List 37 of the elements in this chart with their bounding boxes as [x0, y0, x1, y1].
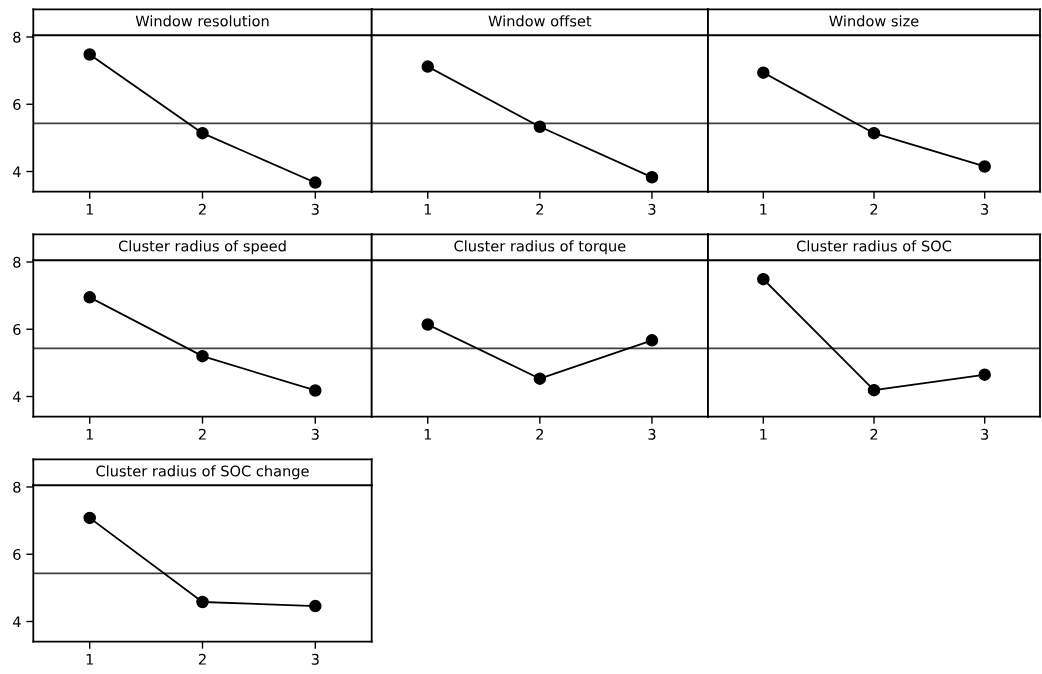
- x-tick-label: 3: [981, 203, 989, 215]
- y-tick-label: 6: [13, 548, 21, 560]
- x-tick-label: 3: [311, 653, 319, 665]
- x-tick-label: 1: [760, 428, 767, 440]
- x-tick-label: 1: [86, 653, 93, 665]
- x-tick-label: 2: [198, 203, 206, 215]
- x-tick-label: 3: [648, 203, 656, 215]
- y-tick-label: 4: [12, 166, 21, 178]
- x-tick-label: 1: [86, 428, 93, 440]
- x-tick-label: 1: [760, 203, 767, 215]
- x-tick-label: 1: [424, 428, 432, 440]
- y-tick-label: 8: [13, 481, 21, 493]
- x-tick-label: 3: [981, 428, 989, 440]
- x-tick-label: 2: [536, 203, 544, 215]
- x-tick-label: 2: [198, 428, 206, 440]
- chart-title: Cluster radius of torque: [454, 240, 626, 255]
- y-tick-label: 6: [13, 98, 21, 110]
- y-tick-label: 8: [13, 31, 21, 43]
- x-tick-label: 3: [648, 428, 656, 440]
- chart-title: Window size: [829, 15, 919, 27]
- x-tick-label: 2: [536, 428, 544, 440]
- x-tick-label: 1: [424, 203, 432, 215]
- x-tick-label: 3: [311, 203, 319, 215]
- x-tick-label: 3: [311, 428, 319, 440]
- x-tick-label: 2: [870, 203, 878, 215]
- chart-title: Window offset: [488, 15, 592, 27]
- y-tick-label: 4: [12, 616, 21, 628]
- chart-title: Cluster radius of SOC change: [96, 465, 309, 480]
- chart-title: Cluster radius of SOC: [796, 240, 952, 252]
- x-tick-label: 2: [198, 653, 206, 665]
- x-tick-label: 1: [86, 203, 93, 215]
- chart-title: Cluster radius of speed: [118, 240, 286, 255]
- x-tick-label: 2: [870, 428, 878, 440]
- y-tick-label: 8: [13, 256, 21, 268]
- y-tick-label: 6: [13, 323, 21, 335]
- chart-title: Window resolution: [135, 15, 269, 27]
- y-tick-label: 4: [12, 391, 21, 403]
